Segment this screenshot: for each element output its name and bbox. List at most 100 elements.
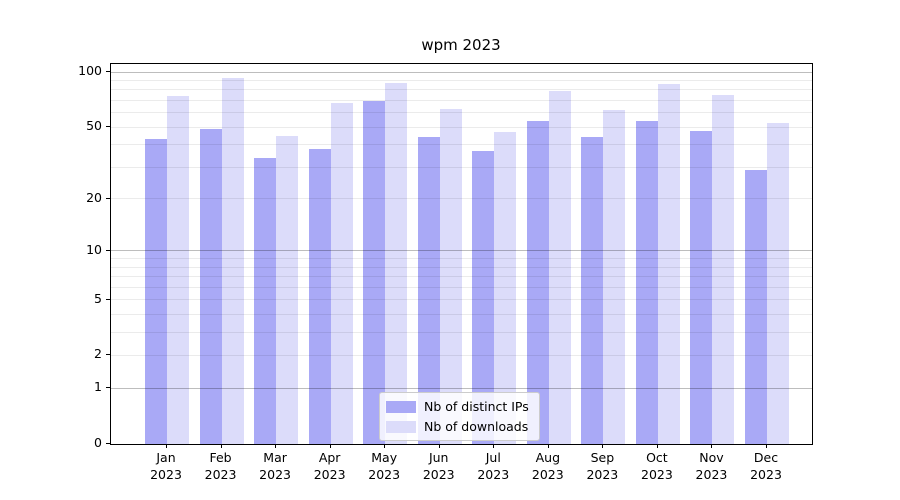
x-tick-year: 2023 (150, 466, 182, 482)
x-tick-month: Jul (485, 450, 501, 465)
bar-distinct-ips-mar (254, 157, 277, 444)
bar-distinct-ips-aug (526, 121, 549, 444)
x-tick-year: 2023 (531, 466, 564, 482)
x-tick-label-apr: Apr 2023 (298, 450, 362, 484)
x-tick-month: Feb (209, 450, 232, 465)
x-tick-label-jun: Jun 2023 (407, 450, 471, 484)
y-tick-mark-2 (106, 354, 110, 356)
bar-downloads-oct (657, 84, 680, 444)
legend-label-distinct-ips: Nb of distinct IPs (424, 399, 529, 414)
bar-downloads-jan (167, 96, 189, 444)
legend-swatch-distinct-ips (386, 400, 416, 413)
x-tick-year: 2023 (586, 466, 619, 482)
y-tick-mark-0 (106, 443, 110, 444)
bar-downloads-may (385, 83, 408, 444)
plot-area (110, 63, 813, 445)
x-tick-mark-dec (766, 444, 767, 448)
bar-distinct-ips-nov (690, 130, 713, 444)
y-tick-label-20: 20 (86, 189, 102, 205)
legend-item-distinct-ips: Nb of distinct IPs (386, 399, 529, 414)
x-tick-month: Aug (535, 450, 561, 465)
bar-distinct-ips-apr (308, 148, 331, 444)
x-tick-month: Nov (699, 450, 724, 465)
x-tick-month: Jan (156, 450, 176, 465)
x-tick-label-sep: Sep 2023 (570, 450, 634, 484)
x-tick-label-jul: Jul 2023 (461, 450, 525, 484)
bar-distinct-ips-jan (145, 139, 167, 444)
bar-downloads-jun (439, 109, 462, 444)
y-tick-label-50: 50 (86, 118, 102, 134)
bar-downloads-apr (330, 102, 353, 444)
y-tick-mark-20 (106, 197, 110, 199)
x-tick-month: Jun (428, 450, 449, 465)
bar-distinct-ips-oct (635, 121, 658, 444)
bar-distinct-ips-dec (745, 170, 767, 444)
x-tick-year: 2023 (368, 466, 401, 482)
bar-downloads-nov (712, 95, 735, 444)
x-tick-month: Oct (646, 450, 668, 465)
x-tick-label-dec: Dec 2023 (734, 450, 798, 484)
x-tick-year: 2023 (477, 466, 510, 482)
x-tick-label-jan: Jan 2023 (134, 450, 198, 484)
y-tick-label-5: 5 (94, 290, 102, 306)
bar-distinct-ips-may (363, 100, 386, 444)
legend: Nb of distinct IPs Nb of downloads (379, 392, 540, 441)
x-tick-month: Dec (753, 450, 779, 465)
x-tick-mark-feb (220, 444, 222, 448)
x-tick-mark-mar (275, 444, 277, 448)
bar-distinct-ips-sep (581, 137, 604, 444)
x-tick-mark-nov (711, 444, 713, 448)
y-tick-label-100: 100 (78, 63, 102, 79)
x-tick-label-mar: Mar 2023 (243, 450, 307, 484)
y-tick-label-1: 1 (94, 379, 102, 395)
x-tick-mark-jul (493, 444, 495, 448)
x-tick-year: 2023 (750, 466, 782, 482)
x-tick-label-nov: Nov 2023 (679, 450, 743, 484)
x-tick-mark-apr (329, 444, 331, 448)
bar-downloads-sep (603, 110, 626, 444)
x-tick-label-may: May 2023 (352, 450, 416, 484)
y-tick-mark-100 (106, 71, 110, 73)
x-tick-mark-aug (547, 444, 549, 448)
legend-item-downloads: Nb of downloads (386, 419, 529, 434)
x-tick-month: Apr (318, 450, 341, 465)
x-tick-year: 2023 (641, 466, 673, 482)
legend-swatch-downloads (386, 420, 416, 433)
x-tick-month: Sep (590, 450, 615, 465)
y-tick-mark-1 (106, 387, 110, 389)
x-tick-mark-oct (656, 444, 658, 448)
bar-downloads-aug (548, 91, 571, 444)
gridline-major-100 (111, 71, 812, 73)
y-tick-label-2: 2 (94, 346, 102, 362)
chart-title: wpm 2023 (421, 36, 501, 54)
y-tick-mark-10 (106, 249, 110, 251)
bar-downloads-jul (494, 132, 517, 444)
bar-distinct-ips-jun (417, 137, 440, 444)
y-tick-mark-50 (106, 126, 110, 128)
x-tick-label-oct: Oct 2023 (625, 450, 689, 484)
gridline-minor-70 (111, 100, 812, 102)
bar-distinct-ips-feb (199, 128, 222, 444)
x-tick-year: 2023 (259, 466, 291, 482)
x-tick-mark-jan (166, 444, 167, 448)
x-tick-mark-jun (438, 444, 440, 448)
bar-distinct-ips-jul (472, 151, 495, 444)
bar-downloads-feb (221, 78, 244, 444)
y-tick-mark-5 (106, 298, 110, 300)
x-tick-year: 2023 (313, 466, 346, 482)
x-tick-mark-sep (602, 444, 604, 448)
gridline-minor-90 (111, 80, 812, 82)
x-tick-year: 2023 (204, 466, 237, 482)
x-tick-mark-may (384, 444, 386, 448)
x-tick-month: May (371, 450, 398, 465)
x-tick-label-feb: Feb 2023 (189, 450, 253, 484)
x-tick-year: 2023 (422, 466, 455, 482)
x-tick-month: Mar (263, 450, 287, 465)
bar-downloads-mar (276, 135, 299, 444)
legend-label-downloads: Nb of downloads (424, 419, 529, 434)
y-tick-label-10: 10 (86, 241, 102, 257)
x-tick-year: 2023 (695, 466, 728, 482)
bar-downloads-dec (767, 122, 789, 444)
gridline-minor-80 (111, 89, 812, 91)
